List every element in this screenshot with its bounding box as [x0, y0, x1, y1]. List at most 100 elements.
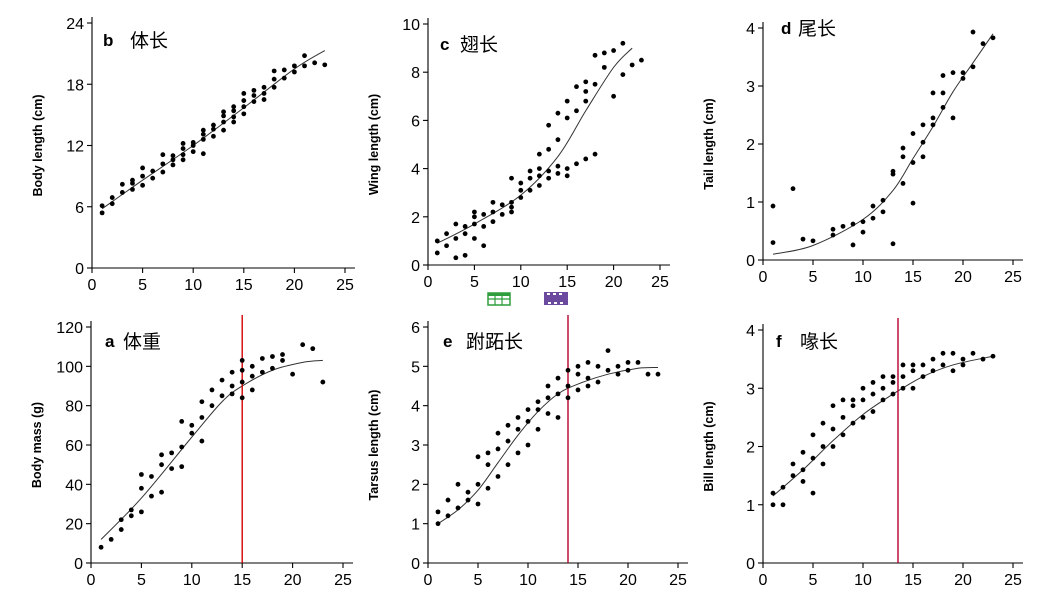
chart-panel-d: 0 5 10 15 20 25 0 1 2 3 4 Tail length (cm) d 尾长 — [702, 18, 1023, 286]
data-point — [180, 141, 186, 146]
data-point — [509, 175, 514, 181]
data-point — [150, 168, 156, 174]
data-point — [890, 241, 896, 247]
data-point — [169, 466, 175, 471]
data-point — [850, 397, 856, 403]
panel-title: 体长 — [130, 30, 168, 52]
data-point — [574, 108, 579, 114]
data-point — [527, 175, 533, 181]
y-tick-label: 0 — [74, 556, 83, 573]
data-point — [605, 367, 611, 373]
data-point — [159, 462, 164, 468]
data-point — [219, 377, 225, 383]
data-point — [99, 210, 105, 216]
data-point — [160, 169, 166, 175]
data-point — [445, 513, 451, 519]
data-point — [525, 419, 531, 424]
data-point — [180, 157, 186, 163]
data-point — [434, 250, 440, 256]
data-point — [281, 67, 287, 73]
data-point — [800, 467, 806, 473]
data-point — [940, 105, 946, 110]
data-point — [960, 70, 966, 76]
data-point — [585, 375, 591, 381]
data-point — [525, 407, 531, 412]
y-tick-label: 3 — [746, 79, 755, 96]
data-point — [575, 387, 581, 393]
data-point — [790, 473, 796, 479]
data-point — [970, 29, 976, 35]
panel-title: 喙长 — [800, 331, 838, 353]
data-point — [292, 63, 297, 69]
data-point — [435, 521, 441, 527]
data-point — [259, 369, 265, 375]
data-point — [583, 156, 589, 162]
data-point — [231, 119, 237, 125]
data-point — [960, 76, 966, 81]
data-point — [462, 224, 468, 229]
data-point — [485, 462, 491, 468]
data-point — [536, 183, 542, 188]
data-point — [870, 380, 876, 385]
y-axis-label: Wing length (cm) — [367, 94, 381, 195]
x-tick-label: 20 — [954, 269, 972, 286]
data-point — [930, 122, 936, 128]
data-point — [455, 481, 461, 487]
data-point — [950, 115, 956, 121]
data-point — [209, 387, 215, 393]
data-point — [880, 397, 886, 403]
data-point — [564, 115, 570, 121]
data-point — [271, 84, 277, 90]
data-point — [119, 181, 125, 187]
data-point — [850, 403, 856, 409]
data-point — [292, 69, 297, 75]
x-tick-label: 20 — [284, 572, 302, 589]
data-point — [190, 149, 196, 155]
data-point — [271, 68, 277, 74]
y-tick-label: 2 — [411, 210, 420, 227]
data-point — [249, 387, 255, 393]
data-point — [320, 379, 326, 385]
y-axis-label: Tail length (cm) — [702, 98, 716, 189]
data-point — [535, 407, 541, 412]
data-point — [583, 79, 589, 85]
data-point — [565, 395, 571, 401]
data-point — [241, 104, 247, 110]
data-point — [180, 152, 186, 158]
data-point — [574, 161, 579, 167]
y-tick-label: 4 — [746, 21, 755, 38]
y-tick-label: 6 — [411, 320, 420, 337]
data-point — [900, 181, 906, 186]
data-point — [545, 395, 551, 401]
data-point — [199, 438, 205, 444]
data-point — [312, 60, 318, 66]
x-tick-label: 10 — [854, 572, 872, 589]
data-point — [910, 160, 916, 165]
data-point — [880, 374, 886, 379]
data-point — [211, 126, 216, 132]
data-point — [221, 127, 226, 133]
data-point — [615, 371, 621, 377]
data-point — [611, 93, 616, 99]
data-point — [870, 203, 876, 209]
data-point — [635, 360, 641, 365]
data-point — [950, 350, 956, 356]
data-point — [211, 133, 216, 139]
data-point — [890, 380, 896, 385]
data-point — [170, 162, 176, 168]
data-point — [159, 452, 164, 458]
data-point — [900, 385, 906, 391]
data-point — [170, 157, 176, 163]
x-tick-label: 0 — [88, 277, 97, 294]
data-point — [840, 223, 846, 229]
y-tick-label: 1 — [746, 498, 755, 515]
data-point — [249, 363, 255, 369]
data-point — [251, 99, 257, 105]
x-tick-label: 25 — [669, 572, 687, 589]
data-point — [585, 383, 591, 389]
data-point — [239, 379, 245, 385]
data-point — [169, 450, 175, 456]
data-point — [592, 52, 598, 58]
data-point — [555, 163, 561, 169]
y-tick-label: 40 — [65, 477, 83, 494]
